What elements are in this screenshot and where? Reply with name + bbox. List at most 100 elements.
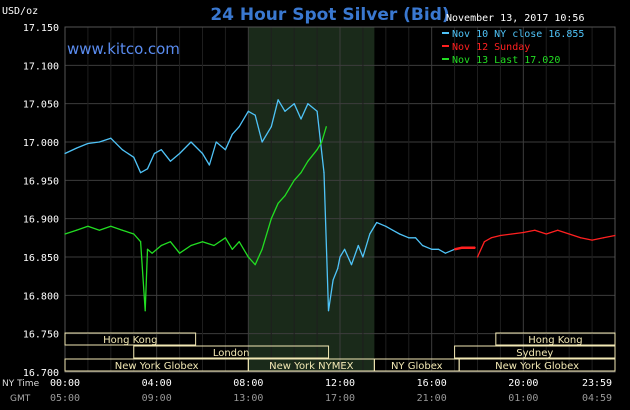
x-tick-label-ny: 16:00 xyxy=(417,378,447,389)
x-tick-label-gmt: 21:00 xyxy=(417,393,447,404)
series-point xyxy=(160,149,162,151)
series-point xyxy=(160,244,162,247)
series-point xyxy=(75,147,78,149)
series-point xyxy=(398,233,401,235)
plot-border xyxy=(64,26,616,373)
y-tick-label: 17.100 xyxy=(23,61,59,72)
series-point xyxy=(87,142,89,145)
session-bar xyxy=(454,345,616,359)
session-bar xyxy=(495,332,616,346)
series-point xyxy=(421,244,424,247)
series-point xyxy=(140,172,142,174)
legend-item: Nov 13 Last 17.020 xyxy=(452,55,560,66)
x-tick-label-ny: 08:00 xyxy=(233,378,263,389)
session-label: Sydney xyxy=(516,348,553,359)
legend-item: Nov 12 Sunday xyxy=(452,42,530,53)
series-point xyxy=(178,252,181,254)
series-point xyxy=(64,152,66,155)
y-tick-label: 16.950 xyxy=(23,176,59,187)
series-point xyxy=(337,267,339,270)
series-point xyxy=(213,244,215,247)
series-point xyxy=(293,179,295,181)
nymex-session-band xyxy=(248,27,375,372)
series-point xyxy=(323,172,325,174)
series-point xyxy=(327,310,330,312)
series-point xyxy=(614,234,616,237)
series-point xyxy=(146,168,149,170)
y-tick-label: 16.800 xyxy=(23,291,59,302)
series-point xyxy=(254,114,256,116)
series-point xyxy=(293,103,295,105)
series-point xyxy=(151,252,153,254)
series-point xyxy=(270,218,272,220)
series-point xyxy=(385,225,387,227)
series-point xyxy=(98,141,100,143)
legend-item: Nov 10 NY close 16.855 xyxy=(452,29,584,40)
series-point xyxy=(121,229,123,231)
series-point xyxy=(146,248,149,250)
series-point xyxy=(190,141,192,143)
series-point xyxy=(490,237,492,239)
series-point xyxy=(140,241,142,243)
session-bar xyxy=(133,345,330,359)
series-point xyxy=(460,247,463,249)
series-point xyxy=(254,264,256,266)
series-point xyxy=(369,233,371,235)
series-point xyxy=(178,152,181,155)
series-point xyxy=(437,248,440,250)
series-point xyxy=(483,241,485,243)
series-point xyxy=(284,110,286,112)
session-label: Hong Kong xyxy=(528,335,582,346)
series-point xyxy=(470,247,472,249)
series-point xyxy=(231,248,233,250)
x-tick-label-gmt: 09:00 xyxy=(142,393,172,404)
series-point xyxy=(238,241,240,243)
series-point xyxy=(307,103,309,105)
session-label: New York Globex xyxy=(495,361,579,372)
series-point xyxy=(110,137,112,139)
series-point xyxy=(316,149,318,151)
series-point xyxy=(238,126,240,128)
series-point xyxy=(98,229,100,231)
series-point xyxy=(557,229,559,231)
chart-title: 24 Hour Spot Silver (Bid) xyxy=(210,5,449,25)
series-point xyxy=(522,231,524,234)
series-point xyxy=(474,247,476,249)
y-tick-label: 17.000 xyxy=(23,138,59,149)
series-point xyxy=(87,225,89,227)
series-point xyxy=(343,248,346,250)
series-point xyxy=(568,233,570,235)
series-point xyxy=(453,248,456,250)
y-tick-label: 16.850 xyxy=(23,253,59,264)
series-point xyxy=(362,256,364,258)
series-point xyxy=(444,252,447,254)
series-point xyxy=(392,229,394,231)
series-point xyxy=(357,244,359,247)
series-point xyxy=(415,237,417,239)
series-point xyxy=(201,241,204,243)
series-point xyxy=(121,149,123,151)
series-point xyxy=(247,110,249,112)
session-label: London xyxy=(213,348,250,359)
legend: Nov 10 NY close 16.855 Nov 12 Sunday Nov 1… xyxy=(442,29,584,66)
unit-label: USD/oz xyxy=(2,6,38,17)
session-bar xyxy=(64,332,197,346)
y-tick-label: 17.050 xyxy=(23,100,59,111)
series-point xyxy=(144,310,146,312)
x-tick-label-gmt: 05:00 xyxy=(50,393,80,404)
series-point xyxy=(277,99,279,101)
series-point xyxy=(224,237,227,239)
series-point xyxy=(231,133,233,135)
series-point xyxy=(332,279,334,281)
series-point xyxy=(201,152,204,155)
timestamp: November 13, 2017 10:56 xyxy=(446,13,584,24)
series-point xyxy=(247,256,249,258)
series-point xyxy=(190,244,192,247)
y-tick-label: 16.700 xyxy=(23,368,59,379)
series-point xyxy=(64,233,66,235)
series-point xyxy=(300,172,302,174)
series-point xyxy=(376,221,378,224)
series-point xyxy=(261,248,263,250)
source-watermark: www.kitco.com xyxy=(67,40,180,58)
